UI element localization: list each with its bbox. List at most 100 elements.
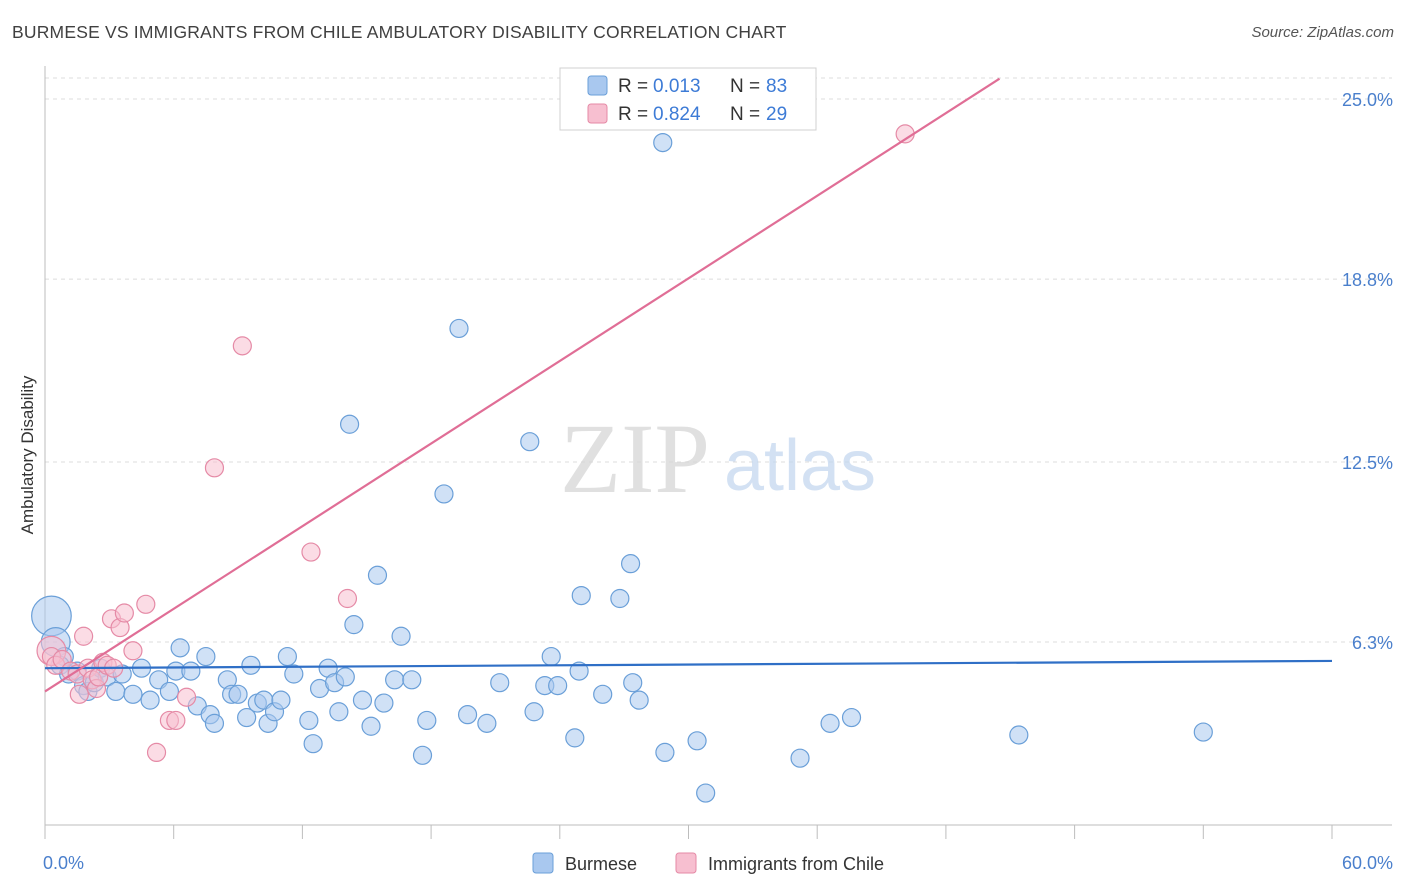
top-legend: R = 0.013 N = 83 R = 0.824 N = 29 bbox=[559, 67, 817, 131]
burmese-point bbox=[106, 681, 126, 702]
trend-lines bbox=[44, 77, 1333, 693]
x-tick-labels: 0.0% 60.0% bbox=[43, 853, 1393, 873]
burmese-point bbox=[593, 684, 613, 704]
y-tick-label: 12.5% bbox=[1342, 453, 1393, 473]
axes bbox=[44, 66, 1392, 839]
bottom-legend-label-chile: Immigrants from Chile bbox=[708, 854, 884, 874]
legend-swatch-burmese bbox=[587, 75, 608, 96]
y-tick-label: 18.8% bbox=[1342, 270, 1393, 290]
chile-point bbox=[166, 710, 186, 731]
burmese-point bbox=[228, 684, 248, 704]
chile-point bbox=[74, 626, 94, 646]
watermark: ZIP atlas bbox=[560, 403, 876, 514]
bottom-legend-swatch-chile bbox=[675, 852, 697, 874]
burmese-point bbox=[303, 734, 323, 754]
burmese-point bbox=[565, 728, 585, 748]
chile-point bbox=[301, 542, 321, 562]
burmese-point bbox=[335, 667, 355, 687]
burmese-point bbox=[569, 661, 589, 681]
burmese-point bbox=[417, 710, 437, 731]
chile-point bbox=[146, 742, 167, 763]
chile-trend-line bbox=[44, 77, 1001, 693]
burmese-point bbox=[361, 716, 381, 736]
x-tick-label-max: 60.0% bbox=[1342, 853, 1393, 873]
burmese-point bbox=[571, 585, 591, 606]
legend-n-value: 83 bbox=[766, 76, 787, 97]
burmese-point bbox=[140, 690, 160, 710]
burmese-point bbox=[610, 588, 630, 609]
chart-title: BURMESE VS IMMIGRANTS FROM CHILE AMBULAT… bbox=[12, 22, 787, 42]
chile-point bbox=[176, 687, 197, 707]
y-tick-labels: 6.3% 12.5% 18.8% 25.0% bbox=[1342, 90, 1393, 653]
burmese-point bbox=[790, 748, 810, 768]
burmese-point bbox=[629, 690, 649, 710]
y-tick-label: 25.0% bbox=[1342, 90, 1393, 110]
burmese-point bbox=[367, 565, 388, 585]
burmese-point bbox=[820, 713, 840, 733]
legend-r-value: 0.013 bbox=[653, 76, 701, 97]
burmese-point bbox=[520, 432, 540, 452]
burmese-point bbox=[170, 638, 190, 658]
watermark-atlas: atlas bbox=[724, 426, 876, 506]
watermark-zip: ZIP bbox=[560, 403, 710, 514]
burmese-point bbox=[352, 690, 373, 710]
burmese-point bbox=[374, 693, 394, 713]
burmese-point bbox=[524, 702, 544, 722]
burmese-point bbox=[237, 707, 257, 728]
chile-point bbox=[136, 594, 156, 614]
burmese-point bbox=[653, 132, 673, 153]
burmese-point bbox=[696, 783, 716, 803]
burmese-point bbox=[655, 742, 675, 763]
chile-point bbox=[114, 603, 134, 623]
legend-n-value: 29 bbox=[766, 104, 787, 125]
data-points bbox=[31, 124, 1213, 803]
burmese-point bbox=[457, 705, 478, 725]
legend-r-label: R = bbox=[618, 104, 648, 125]
chile-point bbox=[204, 458, 225, 478]
burmese-point bbox=[620, 554, 641, 574]
burmese-point bbox=[385, 670, 405, 690]
bottom-legend: Burmese Immigrants from Chile bbox=[532, 852, 884, 874]
burmese-point bbox=[196, 646, 216, 667]
burmese-point bbox=[1193, 722, 1213, 742]
burmese-point bbox=[841, 707, 862, 728]
chile-point bbox=[69, 684, 89, 704]
burmese-point bbox=[299, 710, 319, 731]
legend-n-label: N = bbox=[730, 76, 760, 97]
burmese-point bbox=[449, 318, 469, 339]
burmese-point bbox=[284, 664, 304, 684]
burmese-point bbox=[344, 615, 364, 635]
chile-point bbox=[232, 336, 252, 356]
burmese-point bbox=[490, 673, 510, 693]
chile-point bbox=[337, 588, 358, 609]
burmese-point bbox=[412, 745, 433, 765]
burmese-point bbox=[271, 690, 291, 710]
burmese-point bbox=[159, 681, 180, 702]
burmese-point bbox=[623, 673, 643, 693]
burmese-point bbox=[477, 713, 497, 733]
burmese-point bbox=[204, 713, 225, 733]
burmese-point bbox=[329, 702, 349, 722]
legend-swatch-chile bbox=[587, 103, 608, 124]
chile-point bbox=[123, 641, 143, 661]
burmese-point bbox=[548, 676, 568, 696]
burmese-point bbox=[391, 626, 411, 646]
burmese-point bbox=[434, 484, 454, 504]
legend-r-label: R = bbox=[618, 76, 648, 97]
bottom-legend-label-burmese: Burmese bbox=[565, 854, 637, 874]
burmese-point bbox=[277, 646, 297, 667]
burmese-trend-line bbox=[44, 659, 1333, 670]
legend-n-label: N = bbox=[730, 104, 760, 125]
gridlines bbox=[45, 77, 1392, 643]
burmese-point bbox=[241, 655, 261, 675]
burmese-point bbox=[123, 684, 143, 704]
y-tick-label: 6.3% bbox=[1352, 633, 1393, 653]
legend-r-value: 0.824 bbox=[653, 104, 701, 125]
x-tick-label-min: 0.0% bbox=[43, 853, 84, 873]
source-credit: Source: ZipAtlas.com bbox=[1251, 24, 1394, 41]
burmese-point bbox=[339, 414, 360, 434]
burmese-point bbox=[541, 646, 561, 667]
bottom-legend-swatch-burmese bbox=[532, 852, 554, 874]
burmese-point bbox=[181, 661, 201, 681]
